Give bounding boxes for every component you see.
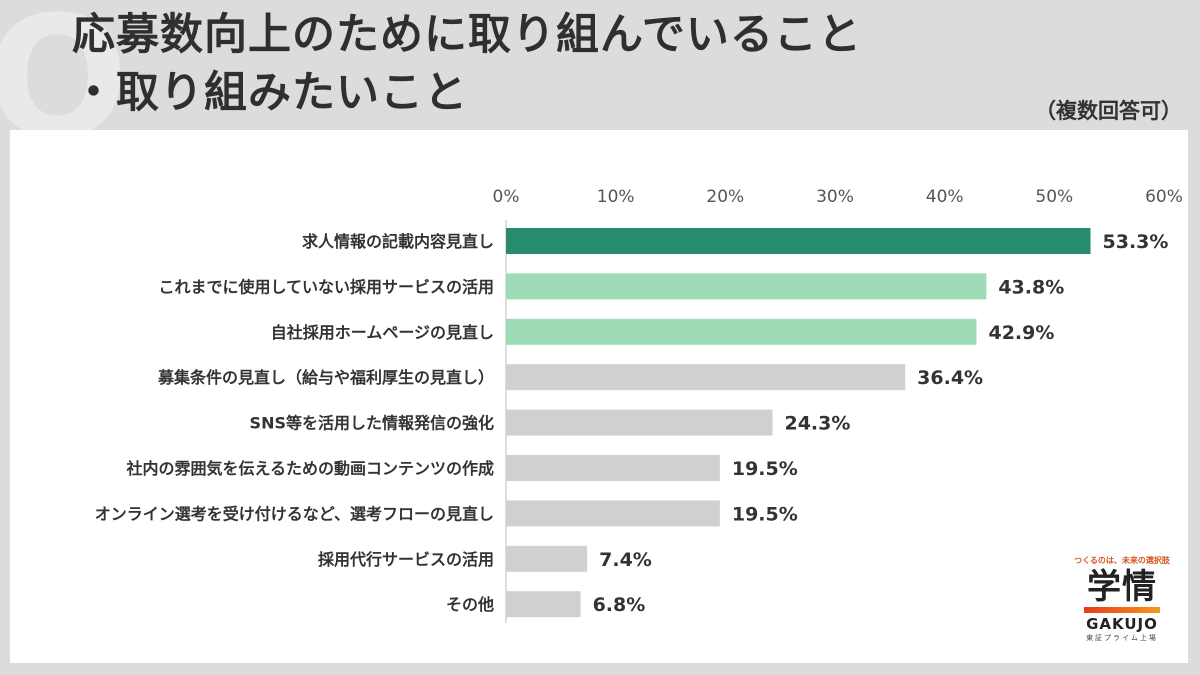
bar bbox=[506, 455, 720, 481]
multiple-answer-note: （複数回答可） bbox=[1035, 99, 1182, 123]
x-tick-label: 40% bbox=[926, 187, 964, 207]
value-label: 42.9% bbox=[988, 322, 1054, 344]
bar bbox=[506, 228, 1091, 254]
value-label: 7.4% bbox=[599, 549, 652, 571]
logo-bar bbox=[1084, 607, 1160, 613]
value-label: 19.5% bbox=[732, 458, 798, 480]
category-label: これまでに使用していない採用サービスの活用 bbox=[158, 277, 494, 296]
x-tick-label: 60% bbox=[1145, 187, 1183, 207]
category-label: オンライン選考を受け付けるなど、選考フローの見直し bbox=[95, 504, 494, 523]
gakujo-logo: つくるのは、未来の選択肢 学情 GAKUJO 東証プライム上場 bbox=[1074, 555, 1170, 643]
value-label: 6.8% bbox=[593, 594, 646, 616]
category-label: 募集条件の見直し（給与や福利厚生の見直し） bbox=[157, 368, 494, 387]
logo-sub: 東証プライム上場 bbox=[1086, 634, 1158, 642]
bar bbox=[506, 500, 720, 527]
bar bbox=[506, 318, 977, 345]
x-tick-label: 0% bbox=[493, 187, 520, 207]
page-title: 応募数向上のために取り組んでいること ・取り組みたいこと bbox=[72, 6, 862, 122]
value-label: 43.8% bbox=[998, 276, 1064, 298]
x-tick-label: 50% bbox=[1035, 187, 1073, 207]
title-line-2: ・取り組みたいこと bbox=[72, 68, 468, 118]
value-label: 24.3% bbox=[784, 413, 850, 435]
x-tick-label: 20% bbox=[706, 187, 744, 207]
logo-mark: 学情 bbox=[1087, 567, 1157, 607]
category-label: 採用代行サービスの活用 bbox=[318, 550, 494, 569]
title-line-1: 応募数向上のために取り組んでいること bbox=[72, 10, 862, 60]
x-tick-label: 30% bbox=[816, 187, 854, 207]
chart-panel: 0% 10% 20% 30% 40% 50% 60% 求人情報の記載内容見直し 53.3% これま… bbox=[10, 130, 1188, 663]
category-label: 社内の雰囲気を伝えるための動画コンテンツの作成 bbox=[125, 459, 494, 478]
value-label: 19.5% bbox=[732, 503, 798, 525]
logo-tagline: つくるのは、未来の選択肢 bbox=[1074, 556, 1170, 565]
bar bbox=[506, 409, 773, 436]
bar bbox=[506, 545, 588, 572]
value-label: 53.3% bbox=[1103, 231, 1169, 253]
bar bbox=[506, 591, 581, 618]
category-label: その他 bbox=[446, 595, 494, 614]
category-label: 自社採用ホームページの見直し bbox=[271, 323, 494, 342]
value-label: 36.4% bbox=[917, 367, 983, 389]
category-label: 求人情報の記載内容見直し bbox=[302, 232, 494, 251]
bar-chart: 0% 10% 20% 30% 40% 50% 60% 求人情報の記載内容見直し 53.3% これま… bbox=[95, 187, 1183, 623]
bar bbox=[506, 364, 906, 391]
x-tick-label: 10% bbox=[597, 187, 635, 207]
logo-name: GAKUJO bbox=[1086, 615, 1158, 633]
bar bbox=[506, 273, 987, 300]
category-label: SNS等を活用した情報発信の強化 bbox=[250, 414, 494, 433]
